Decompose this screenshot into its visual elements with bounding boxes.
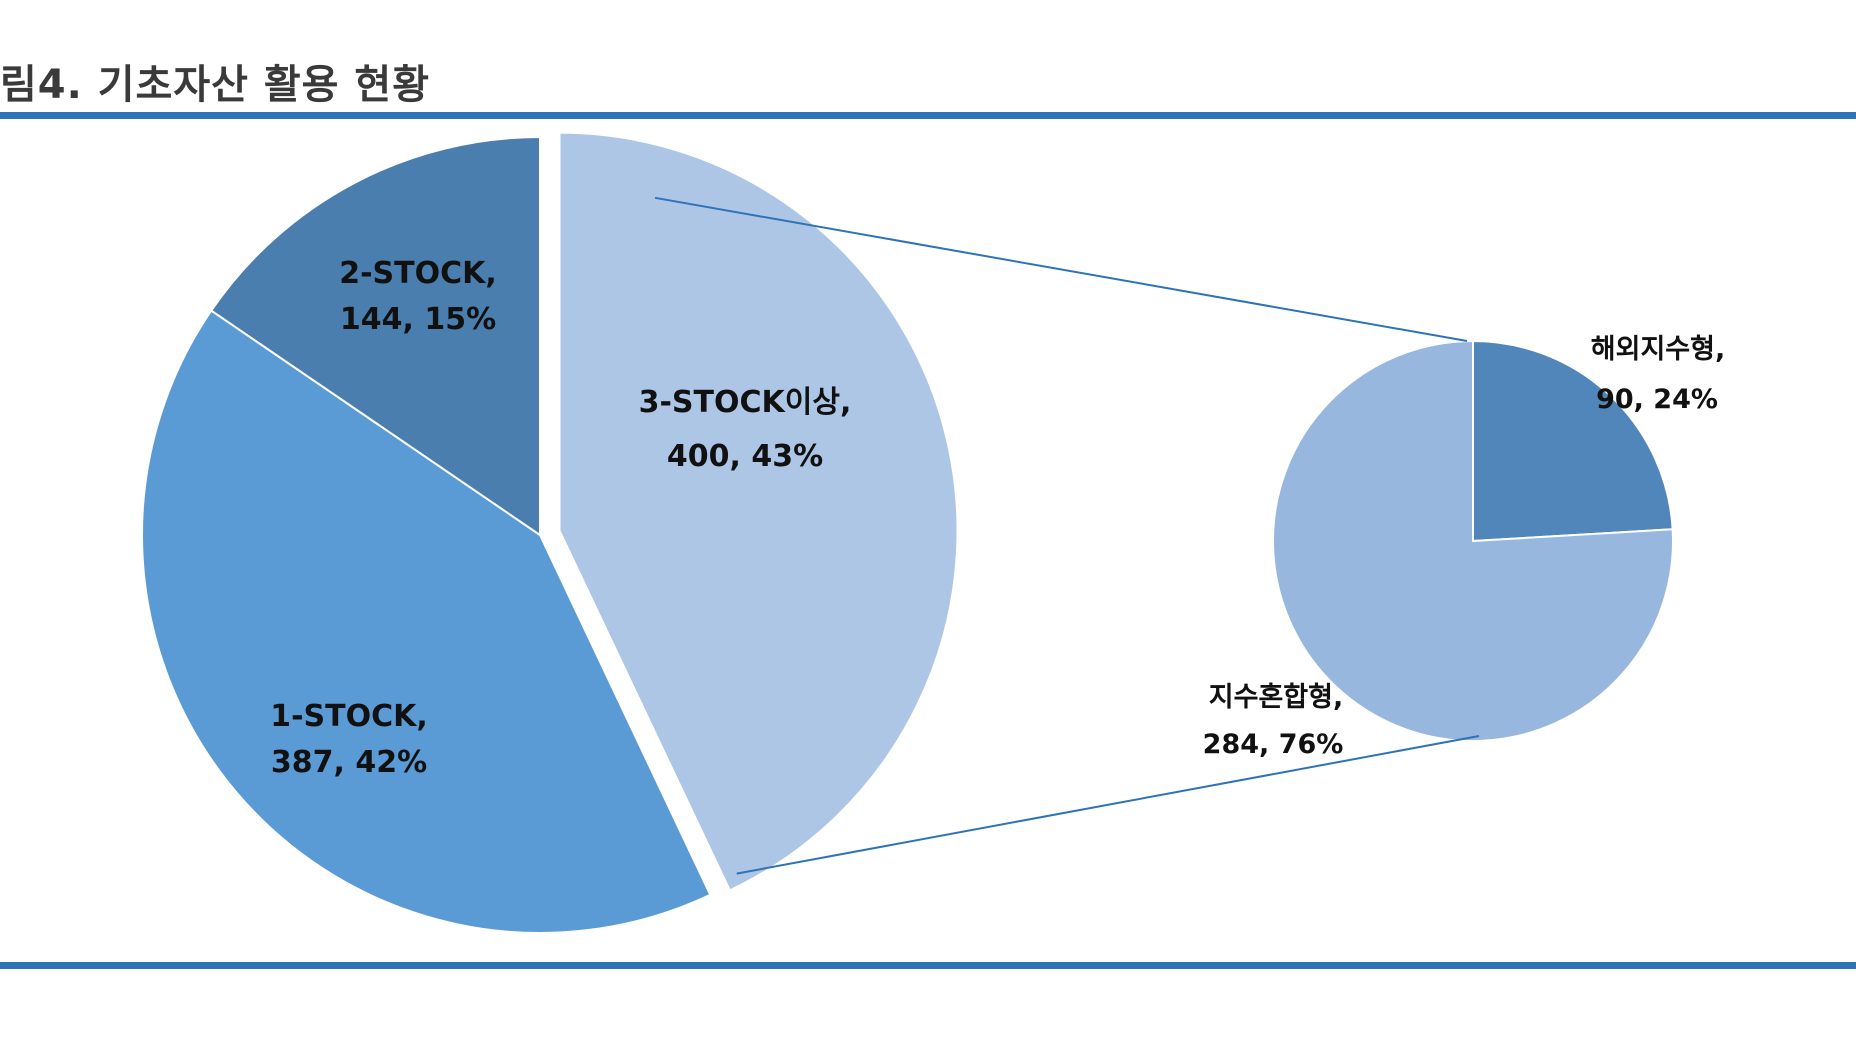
main-slice-2-stock — [209, 135, 541, 537]
secondary-pie — [1272, 339, 1674, 742]
main-slice-1-stock — [141, 309, 712, 934]
label-2stock-name: 2-STOCK, — [339, 256, 497, 291]
label-1stock-value: 387, 42% — [271, 745, 427, 780]
data-labels: 3-STOCK이상, 400, 43% 1-STOCK, 387, 42% 2-… — [270, 256, 1725, 780]
connector-bottom — [736, 735, 1480, 875]
label-3stock-value: 400, 43% — [667, 439, 823, 474]
connector-top — [654, 196, 1468, 342]
connector-lines — [654, 196, 1480, 875]
label-mixed-name: 지수혼합형, — [1209, 682, 1343, 713]
main-pie — [141, 131, 959, 934]
label-overseas-value: 90, 24% — [1596, 384, 1718, 415]
bottom-rule — [0, 962, 1856, 969]
label-mixed-value: 284, 76% — [1203, 729, 1344, 760]
label-overseas-name: 해외지수형, — [1591, 334, 1725, 365]
chart-title: 림4. 기초자산 활용 현황 — [0, 62, 431, 108]
secondary-slice-0 — [1472, 339, 1674, 543]
label-1stock-name: 1-STOCK, — [270, 699, 428, 734]
secondary-slice-1 — [1272, 339, 1674, 742]
top-rule — [0, 112, 1856, 119]
label-2stock-value: 144, 15% — [340, 302, 496, 337]
main-slice-3-stock — [558, 131, 959, 892]
label-3stock-name: 3-STOCK이상, — [639, 385, 852, 420]
